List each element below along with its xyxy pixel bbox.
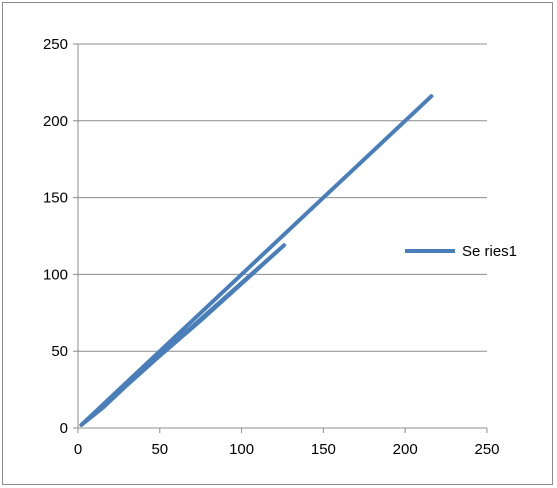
x-tick-label-3: 150	[311, 441, 336, 458]
series-line-0	[79, 94, 434, 427]
x-tick-label-4: 200	[393, 441, 418, 458]
legend-label: Se ries1	[462, 243, 517, 260]
x-tick-label-1: 50	[151, 441, 168, 458]
grid	[78, 43, 487, 352]
tick-labels: 0 50 100 150 200 250 0 50 100 150 200 250	[43, 36, 500, 458]
x-tick-label-5: 250	[474, 441, 499, 458]
legend: Se ries1	[405, 243, 517, 260]
y-tick-label-0: 0	[60, 420, 68, 437]
y-tick-label-3: 150	[43, 190, 68, 207]
x-tick-label-2: 100	[229, 441, 254, 458]
axes	[73, 43, 488, 433]
series-lines	[79, 94, 434, 427]
chart-frame	[2, 2, 553, 485]
x-tick-label-0: 0	[74, 441, 82, 458]
y-tick-label-4: 200	[43, 113, 68, 130]
y-tick-label-1: 50	[51, 343, 68, 360]
y-tick-label-2: 100	[43, 266, 68, 283]
y-tick-label-5: 250	[43, 36, 68, 53]
